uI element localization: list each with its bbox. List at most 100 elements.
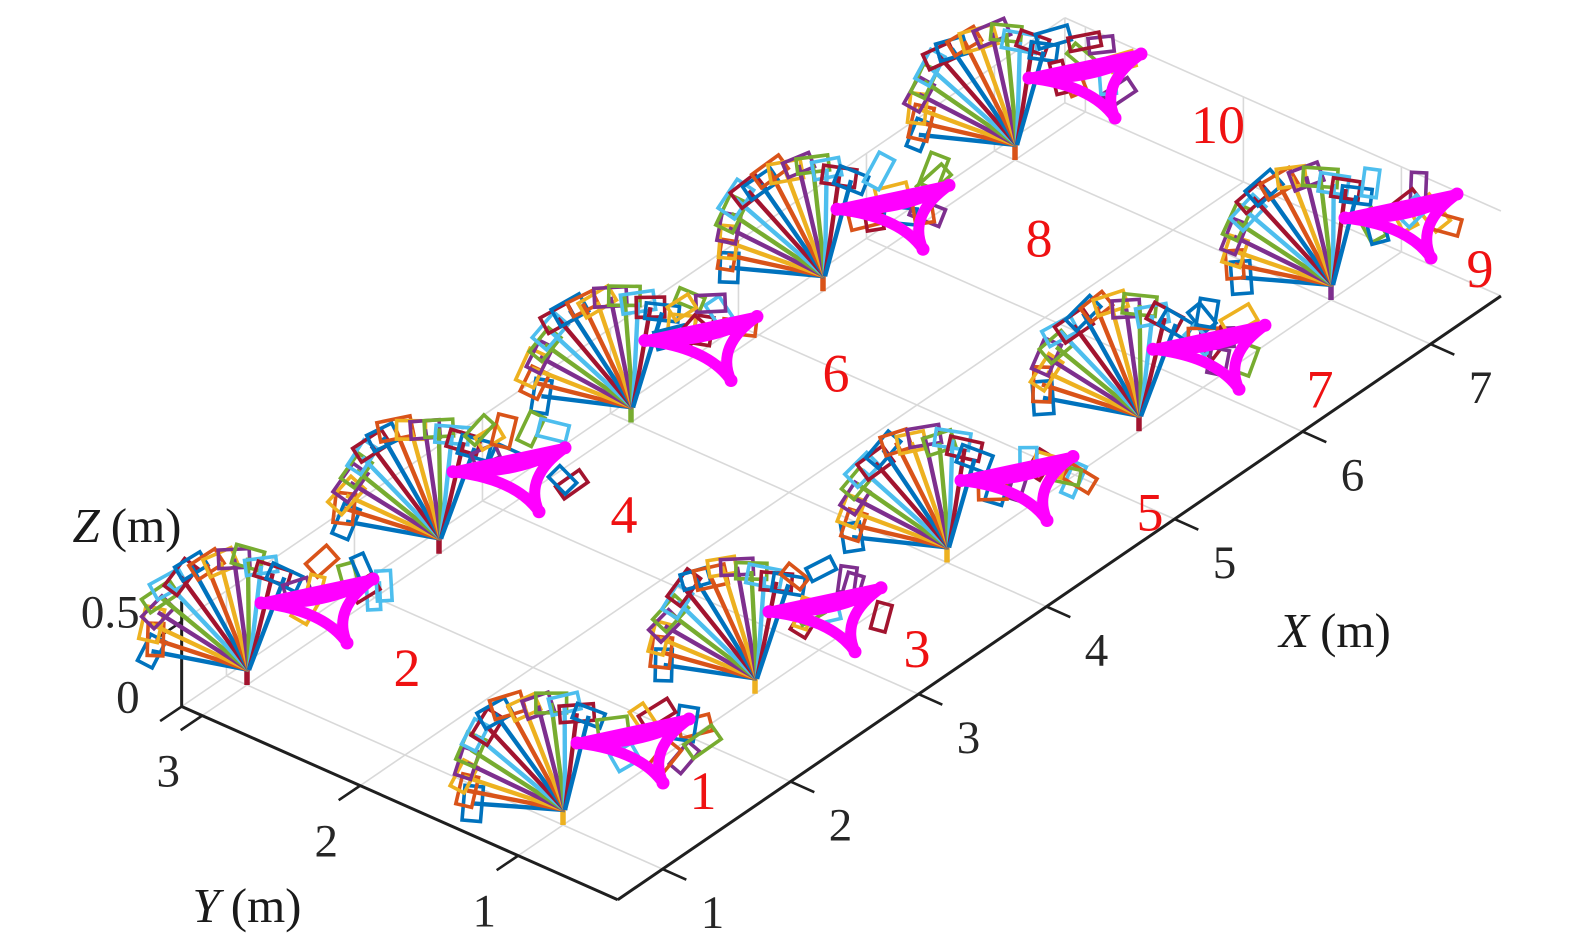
pose-arm-line (1289, 176, 1336, 286)
pose-frame-quad (553, 467, 591, 502)
pose-frame-quad (526, 325, 564, 365)
pose-arm-line (408, 429, 444, 540)
pose-arm-line (727, 226, 826, 279)
pose-arm-line (530, 365, 634, 410)
cluster-number-label: 5 (1137, 483, 1164, 543)
x-axis-label: X (m) (1277, 603, 1391, 658)
pose-arm-line (562, 715, 591, 811)
pose-frame-quad (325, 473, 368, 518)
z-tick-label: 0 (116, 672, 140, 724)
pose-arm-line (630, 311, 665, 409)
cluster-number-label: 4 (611, 485, 638, 545)
pose-cluster-9 (1218, 159, 1465, 300)
y-tick-label: 2 (314, 816, 338, 868)
pose-arm-line (548, 329, 635, 410)
pose-frame-quad (607, 740, 643, 775)
pose-arm-line (580, 302, 635, 409)
pose-arm-line (549, 702, 568, 811)
pose-arm-line (608, 296, 636, 408)
pose-arm-line (1094, 306, 1144, 418)
pose-arm-line (946, 439, 955, 548)
pose-arm-line (894, 441, 951, 549)
pose-cluster-10 (901, 16, 1148, 160)
pose-arm-line (754, 583, 791, 680)
pose-arm-line (473, 733, 567, 812)
pose-arm-line (595, 301, 636, 409)
pose-arm-line (436, 428, 444, 539)
trajectory-chord (643, 311, 759, 346)
pose-arm-line (855, 481, 951, 550)
cluster-number-label: 3 (904, 619, 931, 679)
pose-frame-quad (1359, 166, 1382, 200)
trajectory-cusp (1108, 111, 1122, 125)
pose-arm-line (349, 480, 443, 541)
pose-cluster-7 (1027, 288, 1272, 432)
pose-arm-line (493, 712, 567, 812)
pose-arm-line (682, 586, 759, 681)
pose-frame-quad (931, 426, 974, 453)
end-effector-trajectory (955, 451, 1079, 526)
pose-arm-line (669, 611, 759, 681)
cluster-number-label: 7 (1307, 359, 1334, 419)
pose-arm-line (543, 342, 635, 410)
pose-frame-quad (693, 292, 728, 315)
pose-arm-line (1045, 355, 1143, 419)
pose-arm-line (937, 54, 1019, 147)
pose-frame-quad (944, 433, 985, 464)
grid-line-x (994, 150, 1431, 345)
x-tick-label: 2 (829, 800, 853, 852)
trajectory-cusp (1232, 382, 1246, 396)
trajectory-cusp (942, 178, 956, 192)
pose-arm-line (568, 309, 635, 409)
pose-frame-quad (1085, 33, 1117, 56)
pose-cluster-3 (645, 554, 895, 694)
cluster-number-label: 9 (1467, 239, 1494, 299)
pose-arm-line (505, 704, 567, 812)
pose-arm-line (730, 211, 827, 279)
pose-arm-line (822, 179, 854, 277)
trajectory-cusp (340, 636, 354, 650)
pose-cluster-2 (135, 542, 395, 685)
trajectory-chord (259, 574, 375, 608)
pose-frame-quad (303, 542, 341, 580)
pose-arm-line (928, 65, 1019, 147)
pose-frame-quad (1065, 29, 1104, 54)
pose-arm-line (693, 577, 759, 680)
pose-frame-quad (681, 722, 724, 762)
grid-line-y (359, 181, 1244, 787)
pose-frame-quad (1059, 460, 1100, 496)
x-tick-label: 3 (957, 712, 981, 764)
x-axis-tick (662, 867, 687, 881)
pose-frame-quad (569, 701, 608, 731)
end-effector-trajectory (571, 713, 695, 789)
pose-frame-quad (733, 560, 769, 582)
pose-arm-line (922, 79, 1019, 147)
pose-arm-line (438, 447, 477, 540)
pose-arm-line (1262, 186, 1335, 287)
grid-line-x (866, 237, 1303, 433)
trajectory-cusp (874, 581, 888, 595)
trajectory-cusp (916, 242, 930, 256)
pose-arm-line (746, 189, 827, 278)
pose-arm-line (166, 582, 251, 672)
y-axis-tick (337, 784, 361, 802)
pose-arm-line (860, 468, 951, 550)
trajectory-cusp (656, 776, 670, 790)
pose-arm-line (1246, 211, 1335, 287)
pose-frame-quad (545, 463, 580, 497)
trajectory-chord (1027, 49, 1143, 83)
x-tick-label: 5 (1213, 537, 1237, 589)
pose-arm-line (1123, 308, 1144, 417)
trajectory-cusp (1146, 342, 1160, 356)
pose-arm-line (1004, 32, 1020, 146)
pose-frame-quad (1063, 293, 1104, 334)
pose-arm-line (759, 182, 827, 278)
pose-frame-quad (1193, 296, 1221, 330)
pose-arm-line (204, 563, 252, 671)
x-tick-label: 1 (701, 887, 725, 939)
pose-arm-line (675, 599, 759, 681)
pose-arm-line (485, 725, 567, 812)
pose-frame-quad (809, 155, 844, 183)
pose-arm-line (708, 576, 760, 680)
